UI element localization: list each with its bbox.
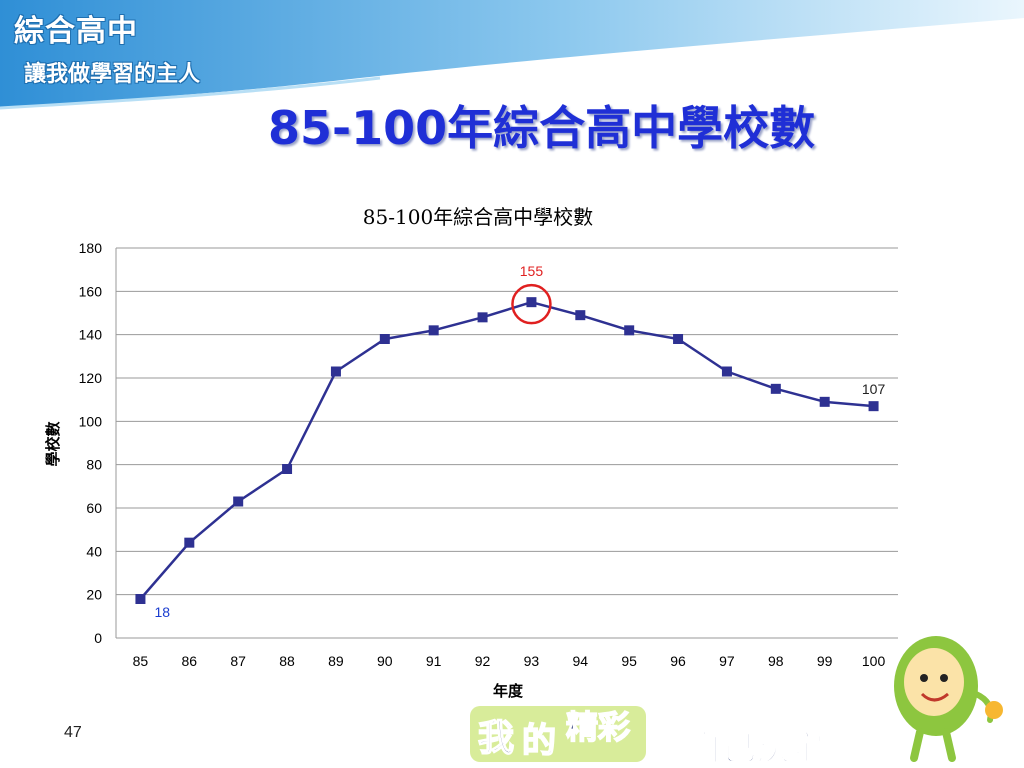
- brand-slogan: 讓我做學習的主人: [24, 62, 201, 87]
- footer-word-1: 我: [478, 718, 514, 759]
- y-tick-label: 60: [86, 500, 102, 516]
- data-point-marker: [721, 366, 732, 377]
- x-tick-label: 95: [621, 653, 637, 669]
- mascot-mouth: [920, 692, 949, 702]
- line-chart: 85-100年綜合高中學校數 020406080100120140160180 …: [44, 205, 898, 700]
- x-tick-label: 86: [182, 653, 198, 669]
- x-tick-label: 98: [768, 653, 784, 669]
- y-tick-label: 140: [79, 327, 103, 343]
- x-axis-label: 年度: [493, 682, 524, 700]
- footer-highlight: [470, 706, 646, 762]
- data-point-marker: [526, 297, 537, 308]
- series-line: [139, 300, 874, 600]
- x-tick-label: 93: [524, 653, 540, 669]
- banner-edge: [0, 76, 381, 110]
- x-tick-label: 89: [328, 653, 344, 669]
- x-tick-label: 87: [230, 653, 246, 669]
- footer-word-3: 精彩: [566, 708, 630, 746]
- x-tick-label: 90: [377, 653, 393, 669]
- x-tick-label: 88: [279, 653, 295, 669]
- mascot-eye-left: [920, 674, 928, 682]
- y-tick-label: 160: [79, 283, 103, 299]
- y-axis-ticks: 0 20 40 60 80 100 120 140 160 180: [79, 240, 103, 646]
- footer-slogan-art: 我 的 精彩 自己決定: [470, 706, 825, 768]
- data-point-marker: [575, 310, 586, 321]
- footer-word-2: 的: [522, 721, 556, 761]
- highlight-circle: [511, 283, 552, 325]
- x-tick-label: 99: [817, 653, 833, 669]
- x-tick-label: 91: [426, 653, 442, 669]
- data-label: 155: [520, 263, 544, 279]
- data-point-marker: [184, 537, 195, 548]
- brand-title: 綜合高中: [14, 14, 138, 49]
- y-tick-label: 180: [79, 240, 103, 256]
- mascot-face: [904, 648, 964, 716]
- header-banner: [0, 0, 1024, 110]
- data-point-marker: [819, 396, 830, 407]
- mascot-legs: [910, 728, 956, 762]
- data-point-marker: [330, 366, 341, 377]
- x-tick-label: 100: [862, 653, 886, 669]
- chart-series: [135, 297, 879, 604]
- data-point-marker: [477, 312, 488, 323]
- data-point-marker: [868, 401, 879, 412]
- data-label: 107: [862, 381, 886, 397]
- x-tick-label: 96: [670, 653, 686, 669]
- x-tick-label: 94: [573, 653, 589, 669]
- mascot-ball: [985, 701, 1003, 719]
- page-number: 47: [64, 724, 82, 741]
- data-point-marker: [135, 594, 146, 604]
- data-label: 18: [154, 604, 170, 620]
- x-tick-label: 97: [719, 653, 735, 669]
- mascot-eye-right: [940, 674, 948, 682]
- data-point-marker: [624, 325, 635, 336]
- y-tick-label: 40: [86, 543, 102, 559]
- data-point-marker: [379, 334, 390, 344]
- chart-gridlines: [115, 247, 898, 639]
- y-tick-label: 100: [79, 413, 103, 429]
- x-tick-label: 85: [133, 653, 149, 669]
- footer-word-4: 自己決定: [688, 729, 824, 768]
- data-point-marker: [428, 325, 439, 336]
- y-tick-label: 80: [86, 457, 102, 473]
- y-tick-label: 20: [86, 587, 102, 603]
- data-point-marker: [770, 383, 781, 394]
- x-tick-label: 92: [475, 653, 491, 669]
- chart-annotations: 18 155 107: [154, 263, 885, 620]
- slide-title: 85-100年綜合高中學校數: [268, 101, 816, 155]
- mascot-illustration: [894, 636, 1003, 762]
- y-tick-label: 120: [79, 370, 103, 386]
- y-tick-label: 0: [94, 630, 102, 646]
- data-point-marker: [282, 464, 293, 474]
- data-point-marker: [673, 334, 684, 344]
- y-axis-label: 學校數: [44, 421, 62, 466]
- chart-title: 85-100年綜合高中學校數: [363, 205, 593, 229]
- data-point-marker: [233, 496, 244, 507]
- banner-swoosh: [0, 0, 1024, 108]
- x-axis-ticks: 85 86 87 88 89 90 91 92 93 94 95 96 97 98 99 100: [133, 653, 886, 669]
